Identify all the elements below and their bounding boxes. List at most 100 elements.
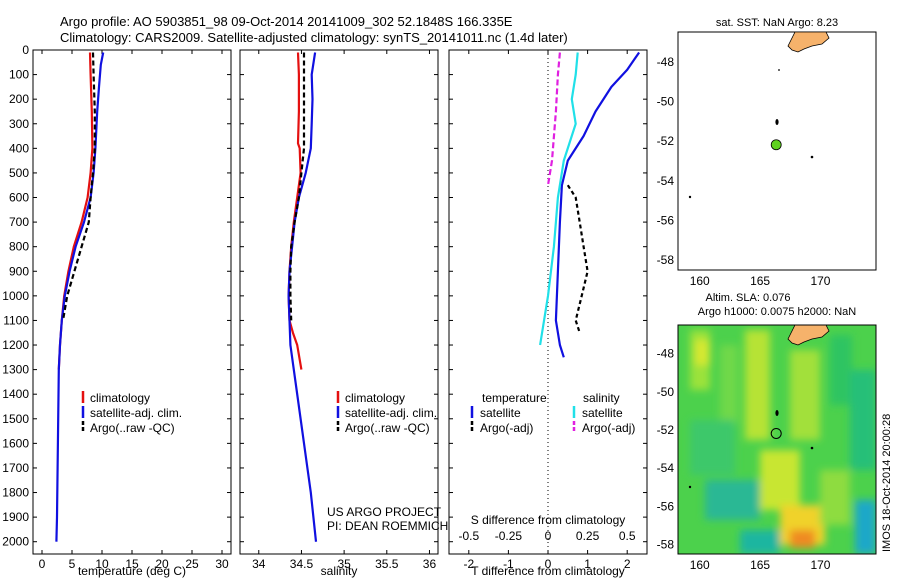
legend-satellite-label: satellite-adj. clim. [345, 406, 437, 420]
depth-tick-label: 500 [9, 166, 29, 180]
depth-tick-label: 0 [22, 43, 29, 57]
depth-tick-label: 1600 [2, 436, 29, 450]
depth-tick-label: 1200 [2, 338, 29, 352]
depth-tick-label: 1700 [2, 461, 29, 475]
sst-lat-tick-label: -48 [657, 55, 675, 69]
auckland-islands [775, 119, 779, 125]
sst-map-title: sat. SST: NaN Argo: 8.23 [716, 17, 838, 29]
legend-argo-label: Argo(..raw -QC) [345, 421, 430, 435]
legend-t-argo-label: Argo(-adj) [480, 421, 533, 435]
x-tick-label-salinity: -0.25 [495, 529, 523, 543]
legend-t-satellite-label: satellite [480, 406, 521, 420]
x-tick-label-salinity: -0.5 [458, 529, 479, 543]
legend-salinity-title: salinity [583, 391, 620, 405]
x-tick-label: 0 [545, 557, 552, 571]
sla-lat-tick-label: -58 [657, 537, 675, 551]
sla-map-title-line1: Altim. SLA: 0.076 [706, 292, 791, 304]
sst-lat-tick-label: -54 [657, 174, 675, 188]
x-tick-label: 15 [125, 557, 139, 571]
sst-map-frame [677, 31, 877, 271]
sla-map-island [688, 485, 692, 489]
side-timestamp: IMOS 18-Oct-2014 20:00:28 [881, 414, 893, 552]
depth-tick-label: 700 [9, 215, 29, 229]
series-argo-raw-qc- [61, 52, 96, 321]
x-tick-label-salinity: 0 [545, 529, 552, 543]
sst-lon-tick-label: 160 [690, 274, 710, 288]
sst-lat-tick-label: -50 [657, 94, 675, 108]
figure-title-line2: Climatology: CARS2009. Satellite-adjuste… [60, 30, 568, 45]
sla-lat-tick-label: -56 [657, 499, 675, 513]
x-tick-label: 30 [215, 557, 229, 571]
depth-tick-label: 1900 [2, 510, 29, 524]
x-tick-label: 10 [95, 557, 109, 571]
series-satellite-adj-clim- [287, 52, 318, 542]
x-tick-label: 35 [337, 557, 351, 571]
difference-legend: temperature salinity satellite Argo(-adj… [470, 391, 635, 435]
depth-tick-label: 1000 [2, 289, 29, 303]
sla-map-title-line2: Argo h1000: 0.0075 h2000: NaN [698, 306, 856, 318]
series-s-argo-adj- [546, 52, 561, 186]
project-credit-line1: US ARGO PROJECT [327, 505, 442, 519]
sla-heatmap [678, 325, 876, 554]
project-credit-line2: PI: DEAN ROEMMICH [327, 519, 448, 533]
series-t-argo-adj- [566, 184, 589, 334]
x-tick-label: 1 [584, 557, 591, 571]
legend-argo-label: Argo(..raw -QC) [90, 421, 175, 435]
sla-lon-tick-label: 160 [690, 558, 710, 572]
x-tick-label: 34.5 [290, 557, 314, 571]
temperature-legend: climatology satellite-adj. clim. Argo(..… [81, 391, 182, 435]
salinity-panel-frame [239, 49, 439, 555]
depth-tick-label: 1800 [2, 486, 29, 500]
sla-map-frame [677, 324, 877, 555]
sst-map-island [778, 69, 780, 71]
difference-xlabel: T difference from climatology [471, 564, 625, 578]
sla-lat-tick-label: -54 [657, 461, 675, 475]
sst-map-island [688, 195, 692, 199]
x-tick-label: 25 [185, 557, 199, 571]
sst-map-float-marker[interactable] [770, 139, 782, 151]
depth-tick-label: 1300 [2, 363, 29, 377]
depth-tick-label: 400 [9, 141, 29, 155]
salinity-xlabel: salinity [321, 564, 358, 578]
x-tick-label: 20 [155, 557, 169, 571]
x-tick-label: -2 [463, 557, 474, 571]
sst-map-land [688, 31, 830, 199]
sla-lat-tick-label: -48 [657, 347, 675, 361]
difference-xlabel-top: S difference from climatology [471, 513, 626, 527]
sla-map-float-marker[interactable] [770, 427, 782, 439]
x-tick-label: 5 [69, 557, 76, 571]
depth-tick-label: 300 [9, 117, 29, 131]
legend-temperature-title: temperature [482, 391, 547, 405]
new-zealand-coast [787, 31, 830, 53]
figure-title-line1: Argo profile: AO 5903851_98 09-Oct-2014 … [60, 14, 513, 29]
series-satellite-adj-clim- [55, 52, 105, 542]
data-series [55, 51, 641, 542]
depth-tick-label: 800 [9, 240, 29, 254]
x-tick-label: 36 [423, 557, 437, 571]
depth-tick-label: 2000 [2, 535, 29, 549]
sst-lon-tick-label: 170 [810, 274, 830, 288]
x-tick-label-salinity: 0.5 [619, 529, 636, 543]
legend-climatology-label: climatology [90, 391, 150, 405]
x-tick-label: 35.5 [375, 557, 399, 571]
sla-auckland-islands [775, 410, 779, 416]
depth-tick-label: 1100 [3, 313, 29, 327]
depth-tick-label: 200 [9, 92, 29, 106]
sla-lat-tick-label: -52 [657, 423, 675, 437]
x-tick-label: 0 [39, 557, 46, 571]
x-tick-label: 2 [624, 557, 631, 571]
sst-lat-tick-label: -56 [657, 213, 675, 227]
x-tick-label: 34 [252, 557, 266, 571]
legend-climatology-label: climatology [345, 391, 405, 405]
legend-satellite-label: satellite-adj. clim. [90, 406, 182, 420]
legend-s-argo-label: Argo(-adj) [582, 421, 635, 435]
depth-tick-label: 1500 [2, 412, 29, 426]
temperature-xlabel: temperature (deg C) [78, 564, 186, 578]
sla-lon-tick-label: 165 [750, 558, 770, 572]
depth-tick-label: 1400 [2, 387, 29, 401]
salinity-legend: climatology satellite-adj. clim. Argo(..… [336, 391, 437, 435]
depth-tick-label: 900 [9, 264, 29, 278]
sla-lat-tick-label: -50 [657, 385, 675, 399]
sst-lat-tick-label: -58 [657, 253, 675, 267]
